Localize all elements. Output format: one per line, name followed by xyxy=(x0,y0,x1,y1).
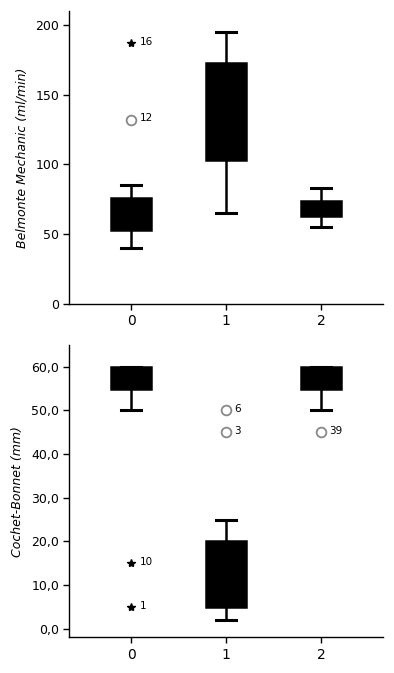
PathPatch shape xyxy=(301,201,341,216)
Y-axis label: Belmonte Mechanic (ml/min): Belmonte Mechanic (ml/min) xyxy=(15,67,28,248)
PathPatch shape xyxy=(111,198,151,230)
Text: 1: 1 xyxy=(139,600,146,610)
PathPatch shape xyxy=(111,367,151,388)
PathPatch shape xyxy=(206,541,246,607)
Text: 12: 12 xyxy=(139,114,153,123)
Text: 10: 10 xyxy=(139,557,152,567)
PathPatch shape xyxy=(206,63,246,160)
Text: 3: 3 xyxy=(234,426,241,436)
Text: 16: 16 xyxy=(139,37,153,46)
Text: 39: 39 xyxy=(329,426,343,436)
Text: 6: 6 xyxy=(234,404,241,414)
PathPatch shape xyxy=(301,367,341,388)
Y-axis label: Cochet-Bonnet (mm): Cochet-Bonnet (mm) xyxy=(11,426,24,557)
